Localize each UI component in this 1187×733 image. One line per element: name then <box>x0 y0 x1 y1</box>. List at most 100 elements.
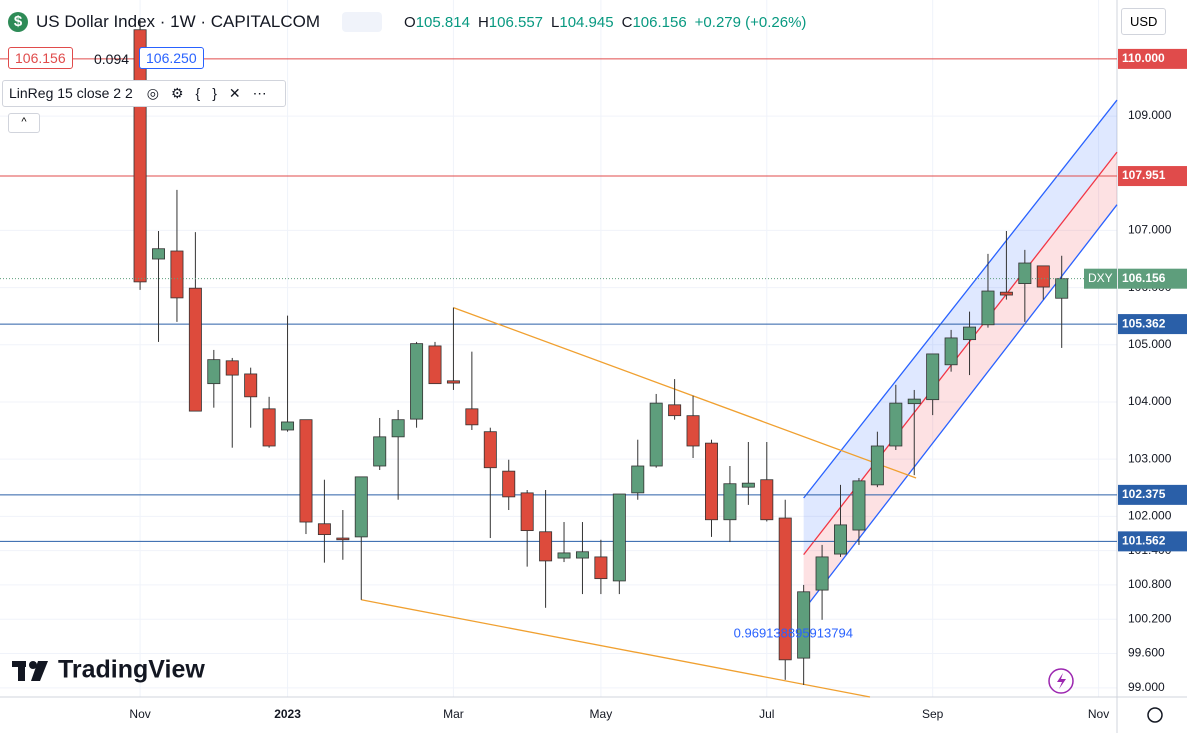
candle-body <box>317 523 331 536</box>
ask[interactable]: 106.250 <box>139 47 204 69</box>
y-tick-label: 104.000 <box>1128 394 1172 408</box>
candle-body <box>1036 265 1050 288</box>
regression-upper <box>803 99 1118 499</box>
candle-body <box>760 479 774 521</box>
regression-lower <box>803 204 1118 611</box>
candle-body <box>686 415 700 447</box>
logo: TradingView <box>12 656 205 684</box>
candle-body <box>188 287 202 412</box>
level-tag <box>1118 484 1187 505</box>
ohlc-value: 106.557 <box>488 13 544 31</box>
candle-body <box>207 359 221 385</box>
candle-body <box>391 419 405 438</box>
candle-body <box>428 345 442 385</box>
candle-body <box>999 291 1013 296</box>
y-tick-label: 102.000 <box>1128 508 1172 522</box>
candle-body <box>557 552 571 559</box>
candle-body <box>1018 262 1032 285</box>
header: $ US Dollar Index · 1W · CAPITALCOM O105… <box>8 12 806 32</box>
ohlc-key: O <box>404 13 416 31</box>
candle-body <box>520 492 534 532</box>
alert-bolt <box>1057 673 1066 689</box>
level-tag <box>1118 48 1187 69</box>
level-label: 110.000 <box>1122 51 1165 65</box>
y-tick-label: 103.000 <box>1128 451 1172 465</box>
ohlc-value: 104.945 <box>559 13 614 31</box>
candle-body <box>668 404 682 417</box>
candle-body <box>483 431 497 469</box>
candle-body <box>262 408 276 447</box>
candle-body <box>281 421 295 431</box>
candle-body <box>870 445 884 486</box>
x-tick-label: 2023 <box>274 707 301 721</box>
candle-body <box>446 380 460 384</box>
candle-body <box>354 476 368 538</box>
x-tick-label: May <box>590 707 613 721</box>
candle-body <box>649 402 663 467</box>
candle-body <box>502 470 516 498</box>
candle-body <box>797 591 811 659</box>
candle-body <box>741 482 755 488</box>
level-label: 105.362 <box>1122 316 1166 330</box>
y-tick-label: 99.600 <box>1128 646 1165 660</box>
candle-body <box>373 436 387 467</box>
x-tick-label: Jul <box>759 707 774 721</box>
candle-body <box>575 551 589 559</box>
logo-text: TradingView <box>58 656 205 684</box>
level-tag <box>1118 314 1187 335</box>
x-tick-label: Nov <box>1088 707 1109 721</box>
level-label: 107.951 <box>1122 168 1166 182</box>
candle-body <box>1055 278 1069 299</box>
candle-body <box>244 373 258 398</box>
title: US Dollar Index · 1W · CAPITALCOM <box>36 12 321 31</box>
last-price-label: 106.156 <box>1122 271 1166 285</box>
candle-body <box>152 248 166 260</box>
bid[interactable]: 106.156 <box>8 47 73 69</box>
indicator-label: LinReg 15 close 2 2 <box>9 85 133 101</box>
trend-line <box>453 307 917 479</box>
symbol-label: DXY <box>1088 271 1113 285</box>
x-tick-label: Sep <box>922 707 944 721</box>
regression-center <box>803 151 1118 556</box>
ohlc-value: 105.814 <box>415 13 470 31</box>
candle-body <box>889 402 903 447</box>
ohlc-key: L <box>551 13 560 31</box>
candle-body <box>981 290 995 326</box>
y-tick-label: 99.000 <box>1128 680 1165 694</box>
ohlc: O105.814 H106.557 L104.945 C106.156 <box>404 14 687 31</box>
level-tag <box>1118 531 1187 552</box>
candle-body <box>612 493 626 582</box>
level-tag <box>1118 166 1187 187</box>
y-tick-label: 109.000 <box>1128 108 1172 122</box>
currency[interactable]: USD <box>1121 8 1167 35</box>
last-price-tag <box>1118 268 1187 289</box>
collapse[interactable]: ^ <box>8 113 40 133</box>
candle-body <box>723 483 737 521</box>
y-tick-label: 100.800 <box>1128 577 1172 591</box>
ohlc-key: C <box>621 13 633 31</box>
y-tick-label: 100.200 <box>1128 611 1172 625</box>
settings-icon[interactable] <box>1147 707 1163 723</box>
level-label: 102.375 <box>1122 487 1166 501</box>
candle-body <box>170 250 184 299</box>
candle-body <box>410 343 424 420</box>
alert-icon[interactable] <box>1048 668 1074 694</box>
candle-body <box>907 398 921 405</box>
candle-body <box>815 556 829 591</box>
candle-body <box>944 337 958 366</box>
status-icons[interactable] <box>342 12 383 32</box>
candle-body <box>299 419 313 523</box>
candle-body <box>539 531 553 562</box>
y-tick-label: 107.000 <box>1128 223 1172 237</box>
candle-body <box>225 360 239 376</box>
channel-upper-fill <box>803 100 1117 555</box>
candle-body <box>465 408 479 426</box>
ohlc-key: H <box>477 13 489 31</box>
candle-body <box>852 480 866 531</box>
candle-body <box>963 326 977 341</box>
level-label: 101.562 <box>1122 534 1166 548</box>
indicator[interactable]: LinReg 15 close 2 2 ◎⚙{}✕⋯ <box>2 80 286 107</box>
ohlc-value: 106.156 <box>632 13 687 31</box>
indicator-tools: ◎⚙{}✕⋯ <box>146 85 279 101</box>
